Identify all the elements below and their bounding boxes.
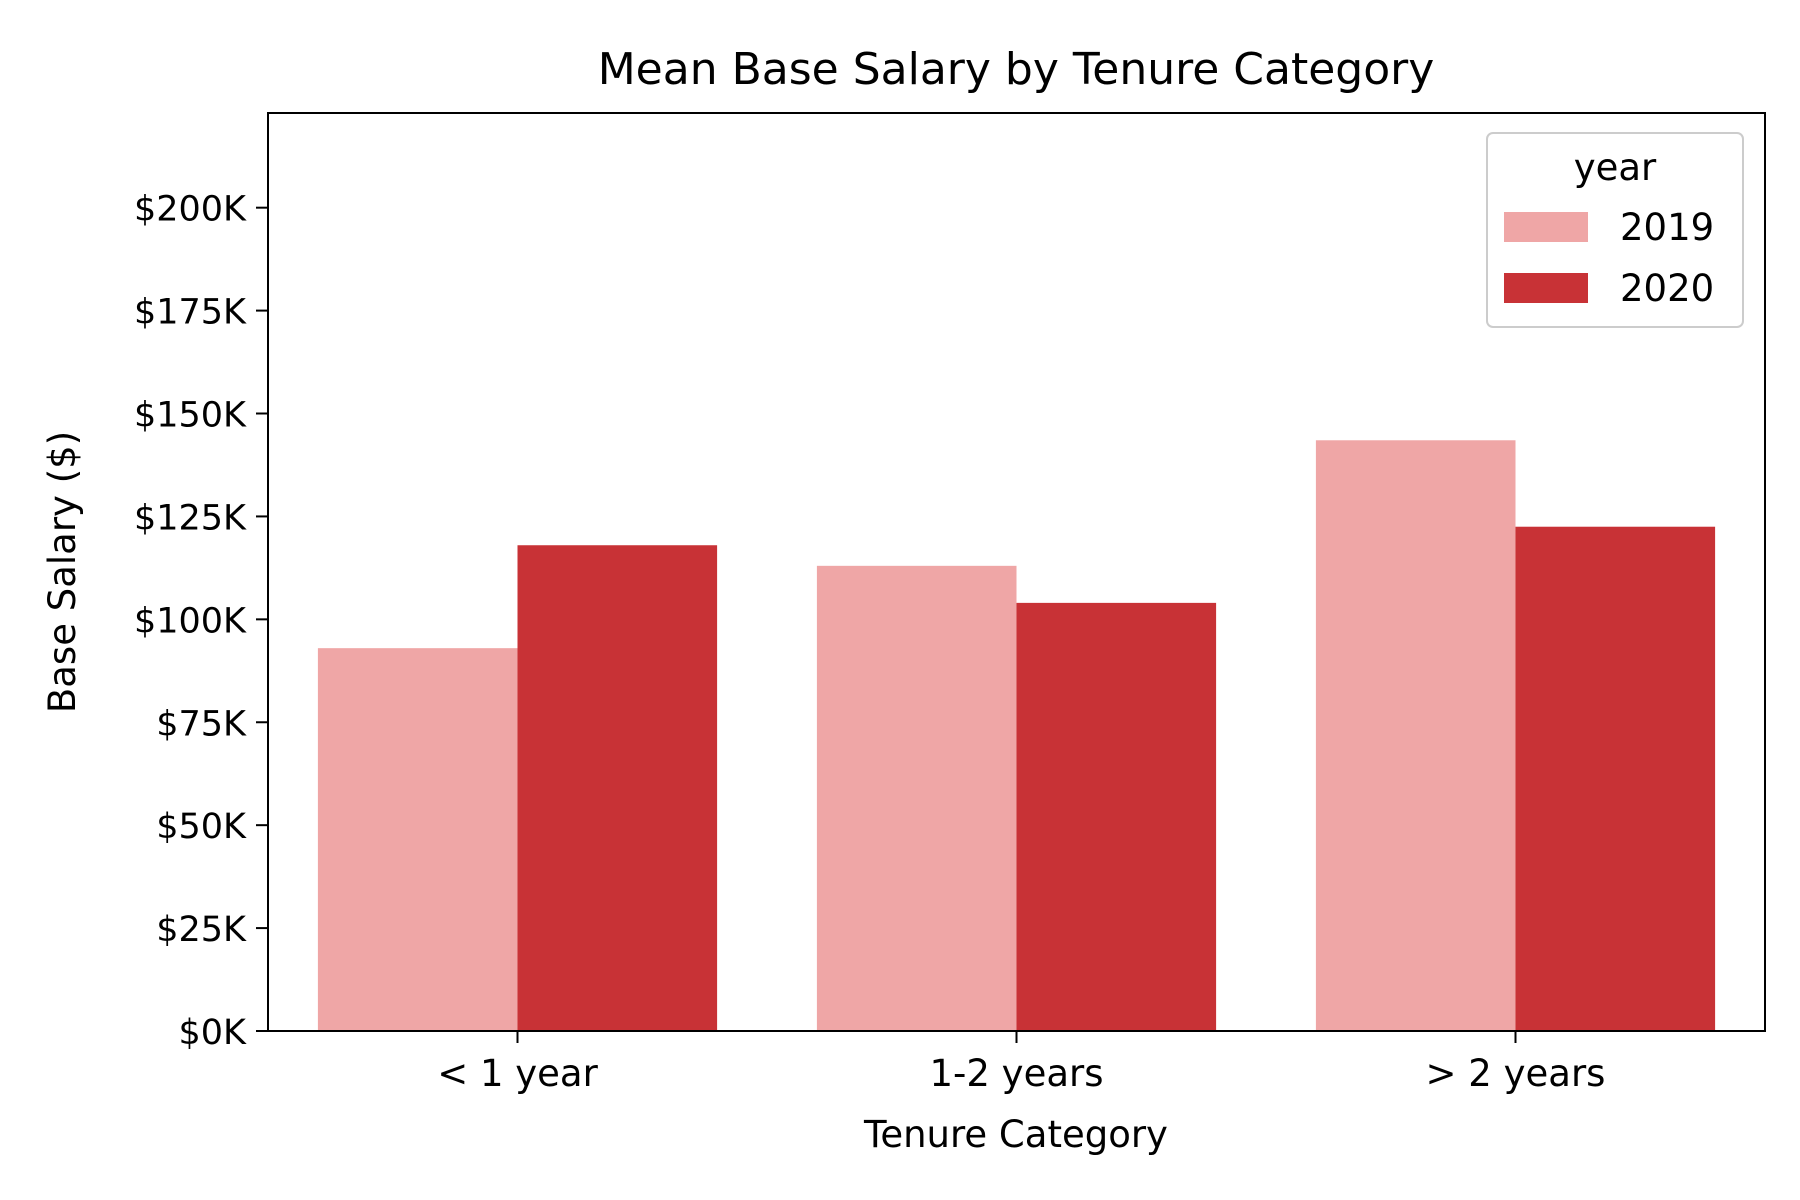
bar-2019-1 xyxy=(816,565,1017,1031)
y-tick-label: $200K xyxy=(134,190,247,230)
bar-2020-1 xyxy=(1016,602,1217,1031)
bar-2019-2 xyxy=(1315,440,1516,1031)
x-tick-label: > 2 years xyxy=(1426,1052,1606,1095)
plot-frame xyxy=(267,112,1766,1032)
y-tick-label: $150K xyxy=(134,396,247,436)
legend-label-2019: 2019 xyxy=(1620,206,1714,249)
y-tick-label: $175K xyxy=(134,293,247,333)
chart-title: Mean Base Salary by Tenure Category xyxy=(598,44,1435,95)
x-tick-label: 1-2 years xyxy=(929,1052,1103,1095)
y-tick-label: $0K xyxy=(179,1013,248,1053)
y-tick-label: $25K xyxy=(156,910,247,950)
bar-2020-2 xyxy=(1515,526,1716,1031)
x-axis-label: Tenure Category xyxy=(863,1113,1168,1156)
bar-2019-0 xyxy=(317,648,518,1031)
y-tick-label: $125K xyxy=(134,498,247,538)
legend: year 2019 2020 xyxy=(1486,132,1744,328)
y-tick-label: $50K xyxy=(156,807,247,847)
legend-swatch-2019 xyxy=(1504,212,1588,242)
bar-2020-0 xyxy=(517,545,718,1031)
y-tick-label: $75K xyxy=(156,704,247,744)
y-tick-label: $100K xyxy=(134,601,247,641)
y-axis-label: Base Salary ($) xyxy=(41,431,84,713)
legend-label-2020: 2020 xyxy=(1620,267,1714,310)
legend-swatch-2020 xyxy=(1504,273,1588,303)
legend-title: year xyxy=(1574,146,1657,189)
x-axis: < 1 year 1-2 years > 2 years xyxy=(437,1031,1605,1095)
y-axis: $0K $25K $50K $75K $100K $125K $150K $175K $200K xyxy=(134,190,268,1053)
bars-group xyxy=(317,440,1716,1031)
x-tick-label: < 1 year xyxy=(437,1052,598,1095)
